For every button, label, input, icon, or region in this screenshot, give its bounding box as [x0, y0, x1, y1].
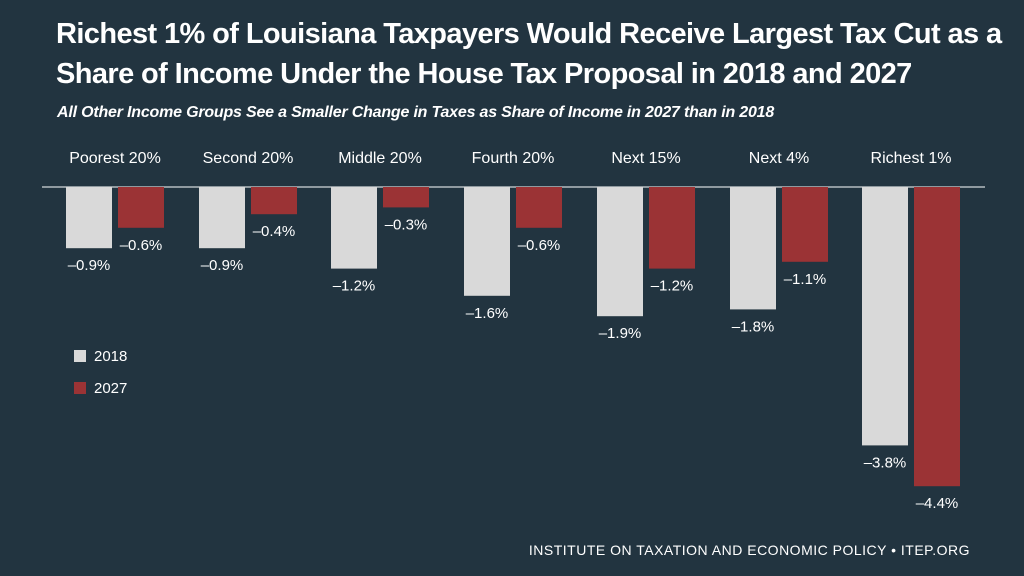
data-label-2027: –1.2%	[651, 278, 694, 295]
data-label-2027: –0.4%	[253, 223, 296, 240]
bar-2027	[649, 187, 695, 269]
category-label: Poorest 20%	[69, 150, 161, 167]
category-label: Second 20%	[203, 150, 294, 167]
data-label-2018: –3.8%	[864, 454, 907, 471]
data-label-2027: –0.6%	[518, 237, 561, 254]
legend: 2018 2027	[74, 346, 127, 410]
bar-2018	[331, 187, 377, 269]
bar-2027	[383, 187, 429, 208]
legend-label-2018: 2018	[94, 347, 128, 365]
data-label-2018: –0.9%	[68, 257, 111, 274]
category-label: Next 15%	[611, 150, 680, 167]
data-label-2027: –0.3%	[385, 216, 428, 233]
chart-title: Richest 1% of Louisiana Taxpayers Would …	[56, 18, 1002, 90]
category-label: Middle 20%	[338, 150, 422, 167]
legend-swatch-2027	[74, 382, 86, 394]
data-label-2027: –0.6%	[120, 237, 163, 254]
bar-2018	[199, 187, 245, 249]
bar-2027	[914, 187, 960, 487]
data-label-2018: –1.6%	[466, 305, 509, 322]
bar-2018	[862, 187, 908, 446]
legend-item-2027: 2027	[74, 378, 127, 398]
data-label-2018: –0.9%	[201, 257, 244, 274]
chart-subtitle: All Other Income Groups See a Smaller Ch…	[57, 104, 775, 121]
footer-credit: INSTITUTE ON TAXATION AND ECONOMIC POLIC…	[528, 542, 970, 558]
category-label: Fourth 20%	[472, 150, 555, 167]
legend-item-2018: 2018	[74, 346, 127, 366]
bar-2027	[782, 187, 828, 262]
bar-2018	[464, 187, 510, 296]
bar-2018	[730, 187, 776, 310]
legend-label-2027: 2027	[94, 379, 128, 397]
data-label-2018: –1.8%	[732, 318, 775, 335]
bar-2027	[118, 187, 164, 228]
data-label-2018: –1.2%	[333, 278, 376, 295]
bar-2018	[66, 187, 112, 249]
bar-2027	[516, 187, 562, 228]
bar-2027	[251, 187, 297, 215]
data-label-2027: –4.4%	[916, 495, 959, 512]
category-label: Next 4%	[749, 150, 809, 167]
legend-swatch-2018	[74, 350, 86, 362]
category-label: Richest 1%	[871, 150, 952, 167]
data-label-2027: –1.1%	[784, 271, 827, 288]
data-label-2018: –1.9%	[599, 325, 642, 342]
bar-2018	[597, 187, 643, 317]
